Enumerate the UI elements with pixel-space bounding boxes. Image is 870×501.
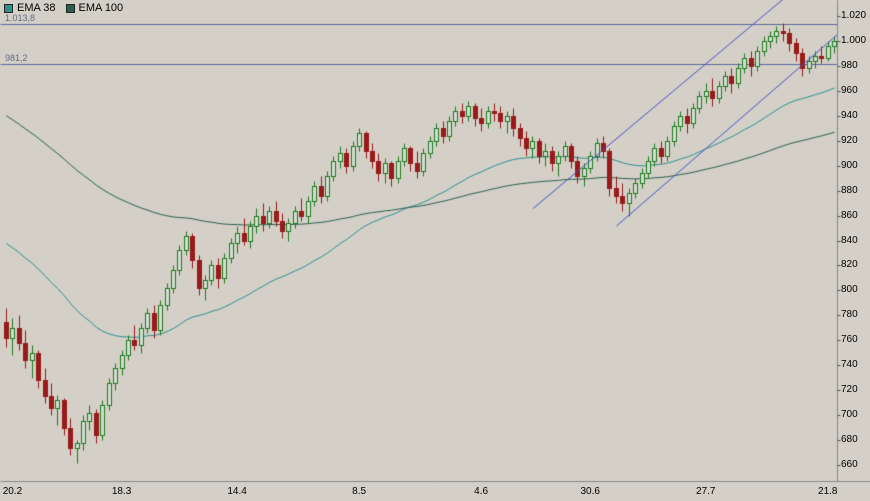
- y-axis-tick-label: 980: [841, 59, 858, 71]
- y-axis-tick-label: 900: [841, 159, 858, 171]
- y-axis-tick-label: 840: [841, 234, 858, 246]
- x-axis-tick-label: 20.2: [2, 486, 23, 497]
- x-axis-tick-label: 27.7: [696, 486, 716, 497]
- y-axis-tick-label: 880: [841, 184, 858, 196]
- chart-legend: EMA 38 EMA 100: [4, 2, 129, 14]
- x-axis-tick-label: 14.4: [227, 486, 247, 497]
- x-axis-tick-label: 8.5: [352, 486, 367, 497]
- ema100-legend-label: EMA 100: [78, 2, 124, 14]
- y-axis-tick-label: 820: [841, 259, 858, 271]
- y-axis-tick-label: 800: [841, 284, 858, 296]
- y-axis-tick-label: 780: [841, 309, 858, 321]
- x-axis-tick-label: 18.3: [111, 486, 132, 497]
- y-axis-tick-label: 960: [841, 84, 858, 96]
- y-axis-tick-label: 1.000: [841, 34, 867, 46]
- y-axis-tick-label: 760: [841, 334, 858, 346]
- y-axis-tick-label: 940: [841, 109, 858, 121]
- level-value-label: 981,2: [5, 53, 28, 64]
- y-axis-tick-label: 680: [841, 434, 858, 446]
- y-axis-tick-label: 1.020: [841, 10, 867, 21]
- y-axis-tick-label: 740: [841, 359, 858, 371]
- y-axis-tick-label: 660: [841, 459, 858, 470]
- y-axis-tick-label: 700: [841, 409, 858, 421]
- ema38-legend-swatch-icon: [4, 3, 13, 13]
- y-axis-tick-label: 860: [841, 209, 858, 221]
- x-axis-tick-label: 4.6: [474, 486, 489, 497]
- y-axis-tick-label: 920: [841, 134, 858, 146]
- x-axis-tick-label: 30.6: [580, 486, 600, 497]
- ema38-legend-label: EMA 38: [17, 2, 56, 14]
- x-axis-tick-label: 21.8: [818, 486, 838, 497]
- y-axis-tick-label: 720: [841, 384, 858, 396]
- ema100-legend-swatch-icon: [65, 3, 75, 13]
- level-value-label: 1.013,8: [5, 12, 36, 23]
